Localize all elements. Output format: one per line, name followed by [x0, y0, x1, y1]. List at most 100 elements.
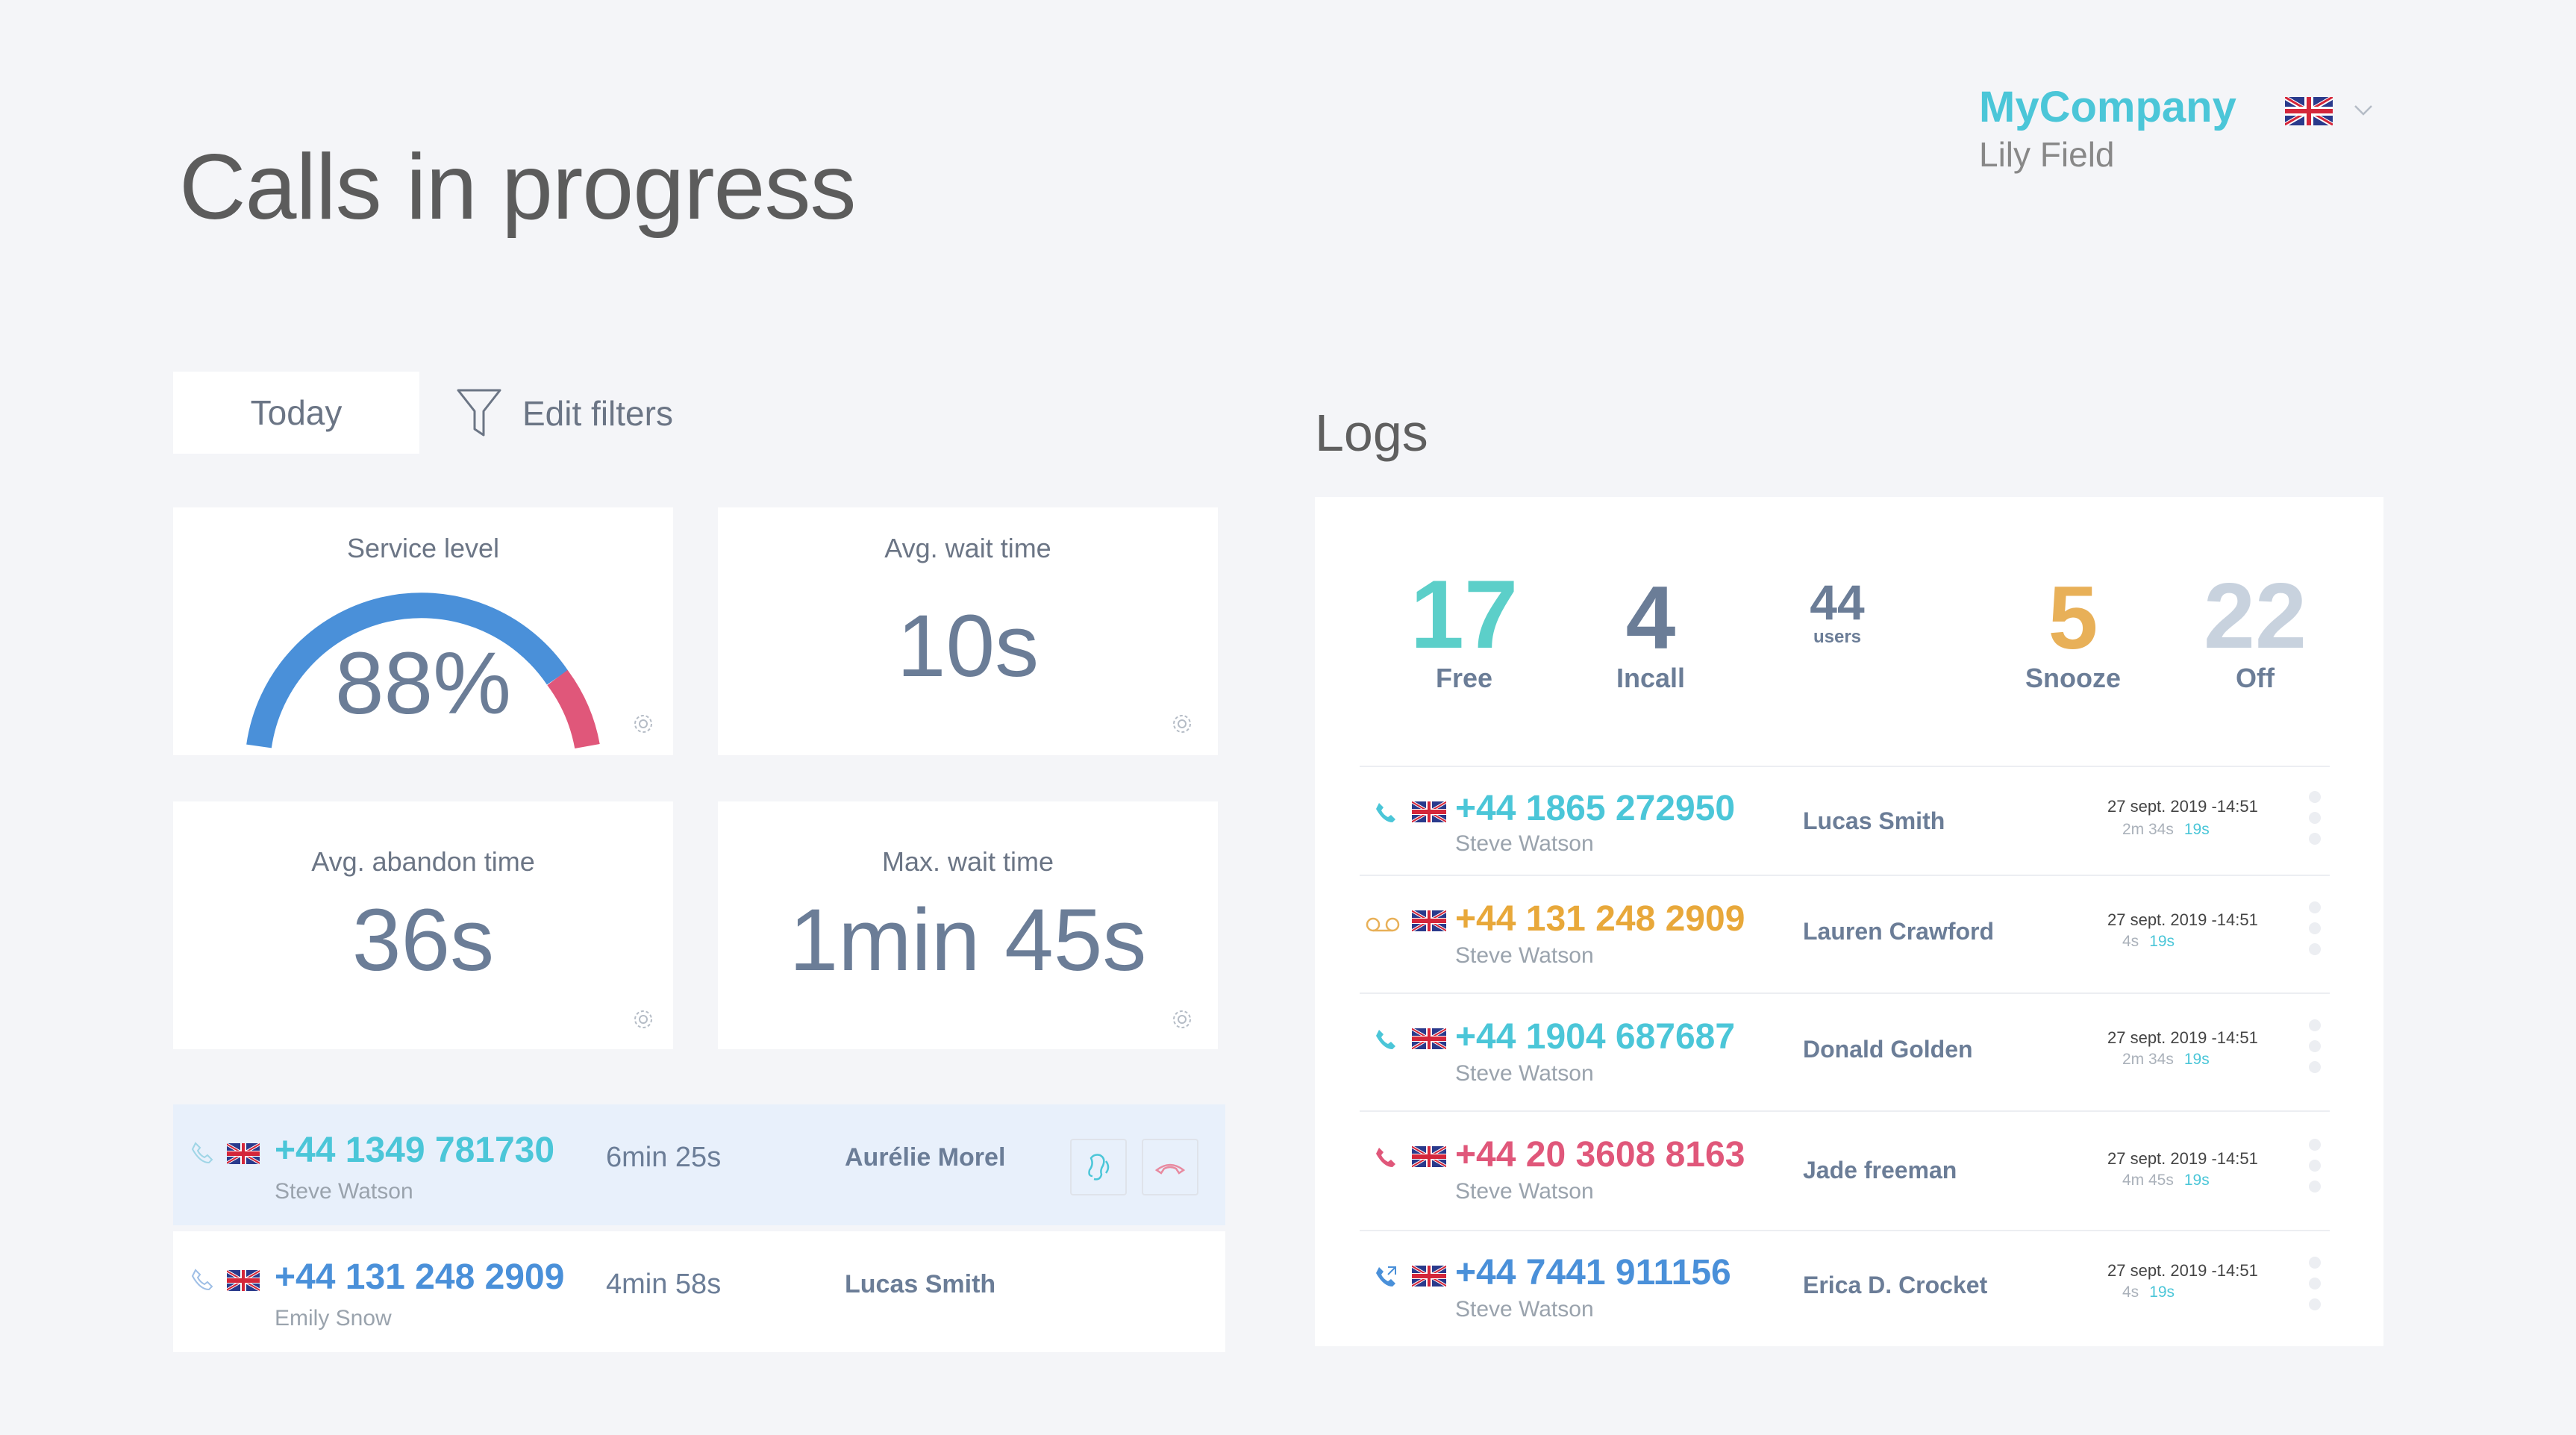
- log-duration: 4s: [2122, 1284, 2139, 1301]
- uk-flag-icon[interactable]: [2285, 97, 2333, 125]
- voicemail-icon: [1366, 917, 1400, 932]
- log-contact: Jade freeman: [1803, 1157, 1957, 1184]
- avg-wait-value: 10s: [896, 597, 1040, 695]
- call-agent: Emily Snow: [275, 1306, 392, 1331]
- log-date: 27 sept. 2019 -14:51: [2107, 910, 2258, 929]
- call-duration: 6min 25s: [606, 1142, 722, 1173]
- edit-filters-button[interactable]: Edit filters: [455, 384, 673, 443]
- log-row[interactable]: +44 131 248 2909 Steve Watson Lauren Cra…: [1360, 875, 2330, 992]
- uk-flag-icon: [1412, 801, 1446, 822]
- log-wait: 19s: [2149, 933, 2175, 950]
- call-agent: Steve Watson: [275, 1179, 413, 1204]
- log-duration: 2m 34s: [2122, 1051, 2174, 1068]
- log-row[interactable]: +44 1865 272950 Steve Watson Lucas Smith…: [1360, 766, 2330, 875]
- chevron-down-icon[interactable]: [2351, 97, 2376, 122]
- phone-forward-icon: [1376, 1266, 1396, 1287]
- stat-users: 44 users: [1792, 578, 1882, 648]
- log-number: +44 1904 687687: [1455, 1017, 1736, 1057]
- more-options-icon[interactable]: [2309, 791, 2322, 854]
- log-meta: 4s 19s: [2122, 1284, 2175, 1301]
- max-wait-card: Max. wait time 1min 45s: [718, 801, 1218, 1049]
- phone-icon: [191, 1142, 213, 1164]
- uk-flag-icon: [1412, 1146, 1446, 1167]
- log-meta: 4s 19s: [2122, 933, 2175, 951]
- gear-icon[interactable]: [630, 710, 657, 737]
- active-call-row[interactable]: +44 1349 781730 Steve Watson 6min 25s Au…: [173, 1104, 1225, 1225]
- log-meta: 4m 45s 19s: [2122, 1172, 2210, 1189]
- phone-icon: [191, 1269, 213, 1291]
- stat-snooze: 5 Snooze: [2013, 573, 2133, 694]
- more-options-icon[interactable]: [2309, 1139, 2322, 1201]
- log-number: +44 1865 272950: [1455, 789, 1736, 828]
- stat-free-value: 17: [1410, 560, 1519, 669]
- log-duration: 4m 45s: [2122, 1172, 2174, 1189]
- max-wait-label: Max. wait time: [881, 846, 1054, 877]
- gear-icon[interactable]: [630, 1006, 657, 1033]
- listen-button[interactable]: [1070, 1139, 1127, 1195]
- log-wait: 19s: [2149, 1284, 2175, 1301]
- uk-flag-icon: [227, 1143, 260, 1164]
- log-row[interactable]: +44 7441 911156 Steve Watson Erica D. Cr…: [1360, 1230, 2330, 1342]
- call-number: +44 131 248 2909: [275, 1257, 565, 1297]
- log-duration: 2m 34s: [2122, 821, 2174, 838]
- stat-off-label: Off: [2236, 663, 2275, 693]
- gear-icon[interactable]: [1169, 1006, 1195, 1033]
- ear-icon: [1088, 1154, 1110, 1181]
- stat-snooze-value: 5: [2048, 568, 2098, 668]
- phone-icon: [1376, 803, 1395, 822]
- call-duration: 4min 58s: [606, 1269, 722, 1300]
- uk-flag-icon: [1412, 1028, 1446, 1049]
- log-meta: 2m 34s 19s: [2122, 821, 2210, 839]
- log-date: 27 sept. 2019 -14:51: [2107, 797, 2258, 816]
- hangup-button[interactable]: [1142, 1139, 1198, 1195]
- filter-icon: [457, 389, 501, 437]
- phone-icon: [1376, 1148, 1395, 1167]
- avg-wait-card: Avg. wait time 10s: [718, 507, 1218, 755]
- log-row[interactable]: +44 20 3608 8163 Steve Watson Jade freem…: [1360, 1110, 2330, 1230]
- more-options-icon[interactable]: [2309, 1019, 2322, 1082]
- log-date: 27 sept. 2019 -14:51: [2107, 1261, 2258, 1280]
- phone-icon: [1376, 1030, 1395, 1049]
- page-title: Calls in progress: [179, 136, 856, 239]
- log-agent: Steve Watson: [1455, 831, 1594, 856]
- log-agent: Steve Watson: [1455, 1297, 1594, 1322]
- log-number: +44 7441 911156: [1455, 1253, 1731, 1292]
- log-date: 27 sept. 2019 -14:51: [2107, 1149, 2258, 1168]
- hangup-icon: [1154, 1163, 1186, 1175]
- avg-abandon-value: 36s: [351, 891, 495, 990]
- active-call-row[interactable]: +44 131 248 2909 Emily Snow 4min 58s Luc…: [173, 1231, 1225, 1352]
- log-contact: Erica D. Crocket: [1803, 1272, 1988, 1298]
- more-options-icon[interactable]: [2309, 901, 2322, 964]
- stat-users-value: 44: [1810, 575, 1865, 630]
- log-row[interactable]: +44 1904 687687 Steve Watson Donald Gold…: [1360, 992, 2330, 1110]
- log-duration: 4s: [2122, 933, 2139, 950]
- uk-flag-icon: [227, 1270, 260, 1291]
- period-today-button[interactable]: Today: [173, 372, 419, 454]
- avg-abandon-label: Avg. abandon time: [311, 846, 535, 877]
- stat-incall: 4 Incall: [1591, 573, 1710, 694]
- more-options-icon[interactable]: [2309, 1257, 2322, 1319]
- user-name: Lily Field: [1979, 135, 2115, 174]
- max-wait-value: 1min 45s: [789, 891, 1147, 990]
- log-wait: 19s: [2183, 821, 2210, 838]
- call-contact: Lucas Smith: [845, 1270, 996, 1298]
- log-number: +44 131 248 2909: [1455, 899, 1745, 939]
- log-agent: Steve Watson: [1455, 943, 1594, 968]
- stat-free: 17 Free: [1397, 566, 1531, 694]
- stat-users-label: users: [1813, 627, 1862, 647]
- log-contact: Lucas Smith: [1803, 807, 1945, 834]
- call-contact: Aurélie Morel: [845, 1143, 1006, 1172]
- log-wait: 19s: [2183, 1172, 2210, 1189]
- gear-icon[interactable]: [1169, 710, 1195, 737]
- stat-free-label: Free: [1435, 663, 1493, 693]
- stat-off-value: 22: [2204, 565, 2307, 668]
- service-level-gauge: [246, 593, 600, 749]
- stat-incall-value: 4: [1625, 568, 1676, 668]
- log-number: +44 20 3608 8163: [1455, 1135, 1745, 1175]
- avg-abandon-card: Avg. abandon time 36s: [173, 801, 673, 1049]
- log-meta: 2m 34s 19s: [2122, 1051, 2210, 1069]
- stat-snooze-label: Snooze: [2025, 663, 2121, 693]
- logs-title: Logs: [1315, 404, 1428, 462]
- uk-flag-icon: [1412, 910, 1446, 931]
- log-contact: Donald Golden: [1803, 1036, 1973, 1063]
